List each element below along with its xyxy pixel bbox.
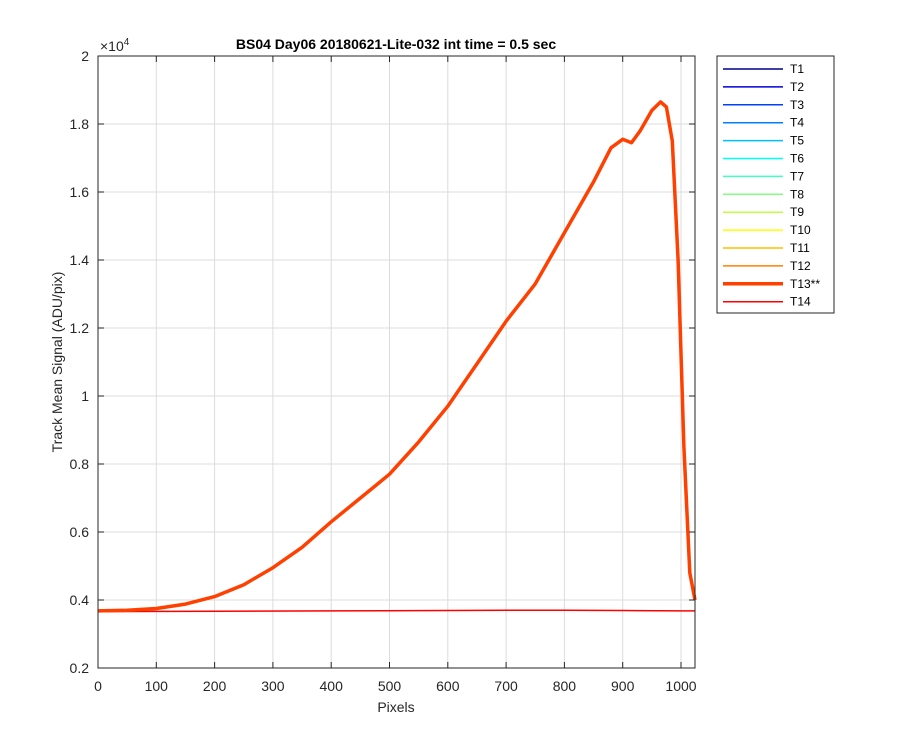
chart-title: BS04 Day06 20180621-Lite-032 int time = … bbox=[236, 36, 556, 52]
legend-label-T8: T8 bbox=[790, 187, 804, 201]
y-tick-label: 1.2 bbox=[70, 320, 90, 336]
legend-label-T2: T2 bbox=[790, 80, 804, 94]
series-layer bbox=[97, 100, 697, 613]
x-tick-label: 900 bbox=[611, 678, 635, 694]
plot-area bbox=[98, 56, 695, 668]
legend-label-T12: T12 bbox=[790, 259, 811, 273]
y-multiplier-exponent: 4 bbox=[124, 37, 130, 48]
x-tick-label: 700 bbox=[494, 678, 518, 694]
x-tick-label: 400 bbox=[320, 678, 344, 694]
legend-label-T9: T9 bbox=[790, 205, 804, 219]
x-tick-labels: 0 100 200 300 400 500 600 700 800 900 1000 bbox=[94, 678, 697, 694]
x-tick-label: 600 bbox=[436, 678, 460, 694]
legend-label-T10: T10 bbox=[790, 223, 811, 237]
ticks bbox=[97, 55, 695, 669]
x-tick-label: 0 bbox=[94, 678, 102, 694]
y-tick-label: 1 bbox=[81, 388, 89, 404]
legend-label-T6: T6 bbox=[790, 152, 804, 166]
y-tick-label: 0.2 bbox=[70, 660, 90, 676]
y-tick-label: 0.4 bbox=[70, 592, 90, 608]
legend-label-T11: T11 bbox=[790, 241, 810, 255]
x-tick-label: 200 bbox=[203, 678, 227, 694]
y-axis-label: Track Mean Signal (ADU/pix) bbox=[49, 272, 65, 453]
y-multiplier-base: ×10 bbox=[100, 38, 124, 54]
y-multiplier: ×104 bbox=[100, 37, 130, 54]
legend-label-T14: T14 bbox=[790, 295, 811, 309]
y-tick-label: 0.6 bbox=[70, 524, 90, 540]
legend: T1 T2 T3 T4 T5 T6 T7 T8 T9 T10 T11 T12 T13** T14 bbox=[716, 55, 835, 314]
y-tick-label: 2 bbox=[81, 48, 89, 64]
series-line-T13 bbox=[97, 100, 697, 613]
legend-box bbox=[716, 55, 835, 314]
legend-label-T3: T3 bbox=[790, 98, 804, 112]
series-line-T14 bbox=[97, 609, 695, 613]
x-axis-label: Pixels bbox=[377, 699, 414, 715]
x-tick-label: 1000 bbox=[665, 678, 696, 694]
y-tick-label: 0.8 bbox=[70, 456, 90, 472]
x-tick-label: 800 bbox=[553, 678, 577, 694]
legend-label-T4: T4 bbox=[790, 116, 804, 130]
y-tick-labels: 0.2 0.4 0.6 0.8 1 1.2 1.4 1.6 1.8 2 bbox=[70, 48, 90, 676]
legend-label-T1: T1 bbox=[790, 62, 804, 76]
legend-label-T7: T7 bbox=[790, 169, 804, 183]
x-tick-label: 100 bbox=[145, 678, 169, 694]
x-tick-label: 300 bbox=[261, 678, 285, 694]
y-tick-label: 1.6 bbox=[70, 184, 90, 200]
legend-label-T13: T13** bbox=[790, 277, 820, 291]
plot-frame bbox=[97, 55, 696, 669]
y-tick-label: 1.4 bbox=[70, 252, 90, 268]
legend-label-T5: T5 bbox=[790, 134, 804, 148]
y-tick-label: 1.8 bbox=[70, 116, 90, 132]
x-tick-label: 500 bbox=[378, 678, 402, 694]
